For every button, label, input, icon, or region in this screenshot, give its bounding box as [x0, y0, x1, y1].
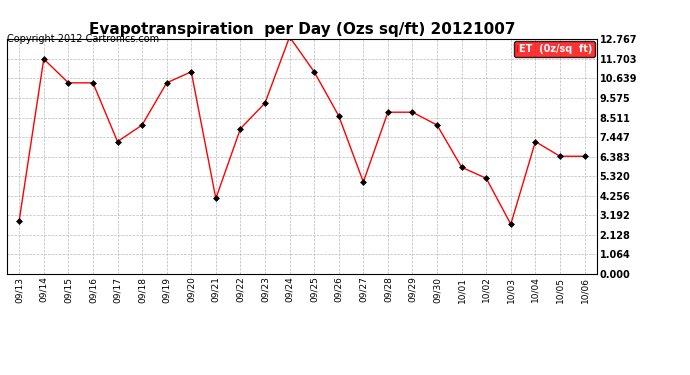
Legend: ET  (0z/sq  ft): ET (0z/sq ft): [514, 41, 595, 57]
Title: Evapotranspiration  per Day (Ozs sq/ft) 20121007: Evapotranspiration per Day (Ozs sq/ft) 2…: [88, 22, 515, 37]
Text: Copyright 2012 Cartronics.com: Copyright 2012 Cartronics.com: [7, 34, 159, 44]
